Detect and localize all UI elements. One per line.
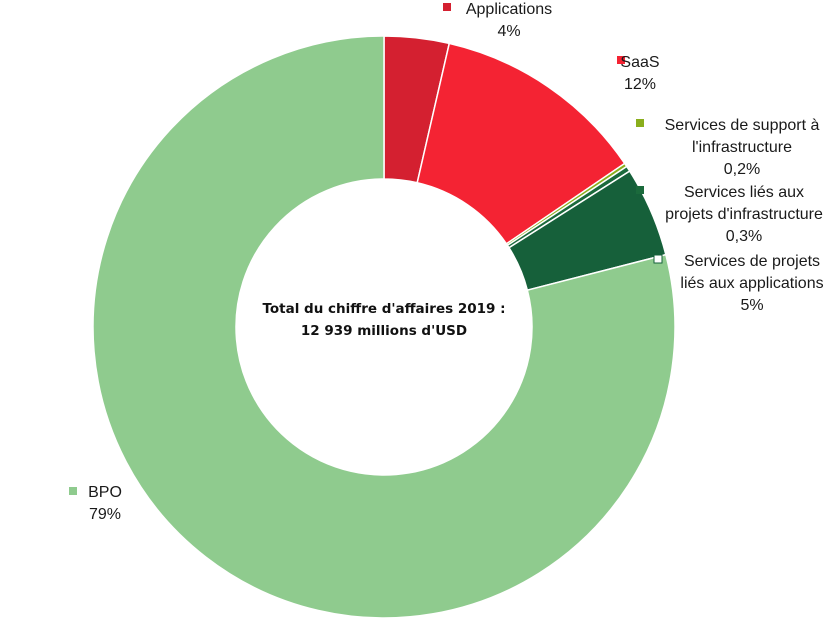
slice-category-label: Services liés aux <box>684 184 804 201</box>
slice-category-label: l'infrastructure <box>692 139 792 156</box>
slice-labels: Applications 4% SaaS 12% Services de support… <box>69 1 824 523</box>
legend-marker <box>617 56 625 64</box>
legend-marker <box>636 186 644 194</box>
slice-percent-label: 0,3% <box>726 228 762 245</box>
slice-percent-label: 5% <box>740 297 763 314</box>
slice-category-label: BPO <box>88 484 122 501</box>
donut-slice <box>416 42 626 245</box>
legend-marker <box>653 254 663 264</box>
donut-slice <box>92 35 676 619</box>
slice-category-label: Services de projets <box>684 253 820 270</box>
legend-marker <box>443 3 451 11</box>
slice-category-label: Applications <box>466 1 552 18</box>
slice-percent-label: 79% <box>89 506 121 523</box>
donut-slices <box>92 35 676 619</box>
slice-category-label: projets d'infrastructure <box>665 206 823 223</box>
slice-percent-label: 12% <box>624 76 656 93</box>
slice-category-label: Services de support à <box>665 117 820 134</box>
legend-marker <box>636 119 644 127</box>
slice-category-label: SaaS <box>620 54 659 71</box>
slice-percent-label: 0,2% <box>724 161 760 178</box>
slice-category-label: liés aux applications <box>680 275 823 292</box>
legend-marker <box>69 487 77 495</box>
center-total-value: 12 939 millions d'USD <box>301 323 467 339</box>
slice-percent-label: 4% <box>497 23 520 40</box>
center-total-label: Total du chiffre d'affaires 2019 : <box>262 301 505 317</box>
